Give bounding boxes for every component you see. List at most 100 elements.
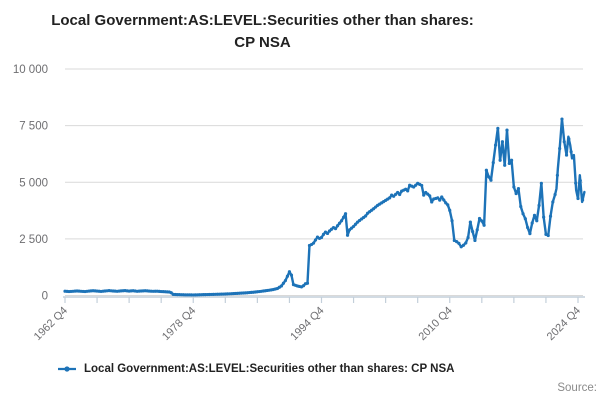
y-tick-label: 10 000: [13, 64, 48, 76]
data-point: [396, 190, 400, 195]
data-point: [578, 178, 582, 183]
x-tick-label: 2024 Q4: [545, 305, 583, 343]
data-point: [567, 137, 571, 141]
data-point: [446, 203, 450, 207]
data-point: [333, 227, 338, 231]
data-point: [363, 214, 368, 218]
data-point: [532, 213, 537, 217]
data-point: [287, 270, 292, 274]
data-point: [444, 201, 448, 205]
data-point: [457, 241, 461, 246]
data-point: [339, 219, 344, 223]
data-point: [580, 198, 585, 202]
data-point: [571, 154, 576, 158]
data-point: [341, 215, 346, 219]
data-point: [305, 281, 310, 285]
legend-label: Local Government:AS:LEVEL:Securities oth…: [84, 363, 455, 375]
data-point: [528, 232, 532, 236]
x-tick-label: 1978 Q4: [160, 305, 198, 343]
data-point: [343, 212, 348, 216]
data-point: [440, 195, 444, 199]
data-point: [564, 153, 569, 157]
data-point: [560, 117, 564, 121]
data-point: [325, 231, 330, 236]
data-point: [420, 183, 424, 188]
data-point: [398, 192, 402, 197]
data-point: [289, 273, 294, 277]
legend: Local Government:AS:LEVEL:Securities oth…: [57, 363, 454, 375]
data-point: [509, 158, 514, 162]
data-point: [313, 238, 318, 242]
data-point: [283, 278, 288, 283]
legend-line-marker-icon: [58, 366, 76, 372]
data-point: [535, 219, 539, 223]
data-point: [430, 200, 434, 204]
data-point: [542, 215, 546, 219]
data-point: [351, 224, 356, 229]
data-point: [428, 194, 432, 198]
data-point: [519, 204, 523, 209]
data-point: [500, 140, 505, 144]
data-point: [484, 168, 488, 172]
data-point: [514, 191, 518, 196]
data-point: [406, 189, 410, 193]
source-label: Source:: [557, 382, 597, 394]
data-point-markers: [63, 117, 585, 297]
data-point: [482, 223, 486, 227]
data-point: [436, 196, 440, 200]
data-point: [523, 217, 527, 221]
data-point: [480, 219, 484, 223]
data-point: [505, 128, 509, 132]
data-point: [487, 175, 491, 179]
data-point: [459, 245, 463, 249]
data-point: [553, 192, 557, 197]
x-axis: [63, 296, 585, 303]
data-point: [516, 186, 521, 191]
y-tick-label: 2 500: [19, 234, 48, 246]
data-point: [537, 203, 541, 207]
data-point: [394, 192, 398, 196]
data-point: [539, 181, 543, 185]
data-point: [498, 158, 502, 162]
data-point: [461, 243, 466, 247]
data-point: [422, 193, 426, 197]
chart-title-line2: CP NSA: [234, 34, 291, 51]
data-point: [464, 241, 468, 245]
data-point: [477, 216, 482, 221]
data-point: [548, 214, 553, 218]
y-tick-label: 7 500: [19, 121, 48, 133]
data-point: [281, 281, 286, 285]
y-tick-label: 0: [42, 291, 48, 303]
x-tick-label: 1962 Q4: [32, 305, 70, 343]
data-point: [455, 239, 459, 244]
y-axis-labels: 0 2 500 5 000 7 500 10 000: [13, 64, 48, 303]
y-tick-label: 5 000: [19, 177, 48, 189]
data-point: [335, 224, 340, 228]
data-point: [475, 228, 479, 232]
data-point: [442, 198, 446, 202]
data-point: [562, 140, 566, 144]
data-point: [489, 178, 493, 182]
data-point: [512, 185, 516, 189]
x-tick-label: 2010 Q4: [417, 305, 455, 343]
data-point: [558, 146, 562, 151]
data-point: [353, 222, 358, 226]
gridlines: [65, 68, 583, 296]
x-axis-labels: 1962 Q4 1978 Q4 1994 Q4 2010 Q4 2024 Q4: [32, 305, 583, 343]
data-point: [491, 161, 495, 165]
data-point: [319, 235, 324, 240]
data-point: [285, 274, 290, 278]
data-point: [468, 220, 472, 224]
data-point: [569, 150, 573, 154]
data-point: [555, 173, 559, 177]
data-point: [438, 198, 442, 202]
data-point: [493, 143, 498, 147]
data-point: [279, 284, 284, 288]
data-point: [530, 221, 534, 225]
data-point: [473, 238, 477, 243]
data-point: [321, 232, 326, 236]
data-point: [507, 161, 511, 166]
data-point: [546, 233, 550, 238]
